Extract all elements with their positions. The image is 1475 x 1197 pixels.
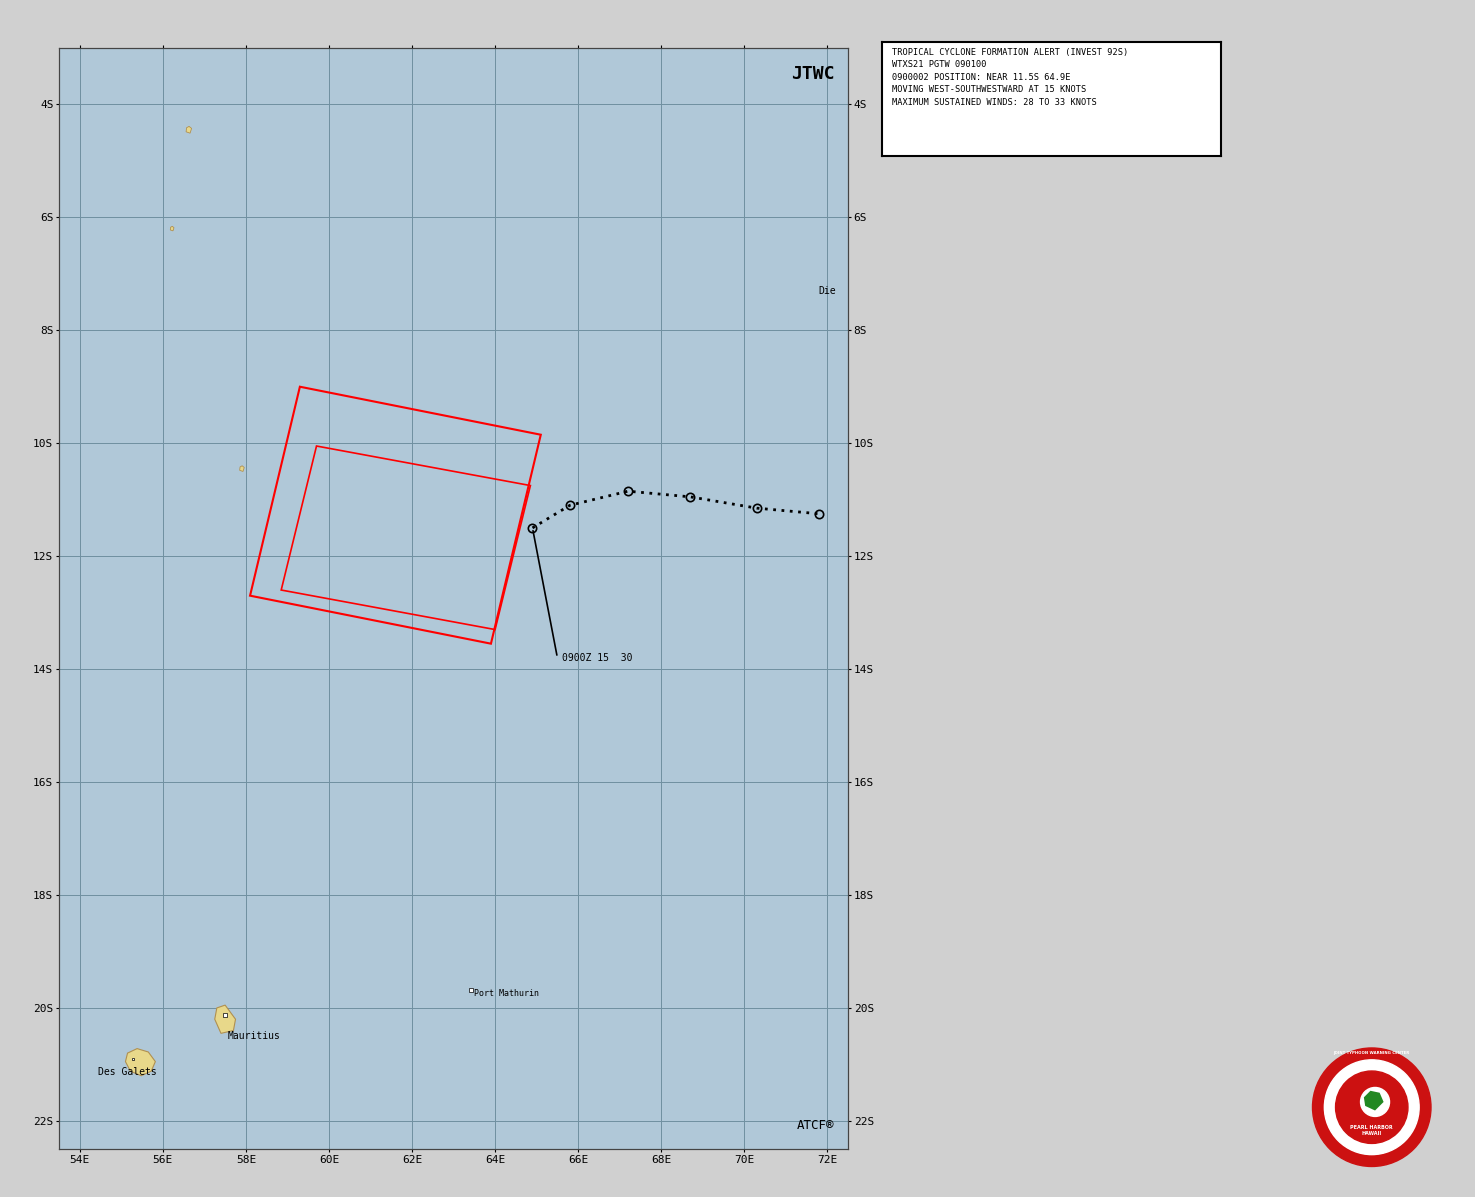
Polygon shape bbox=[215, 1005, 236, 1033]
Text: JTWC: JTWC bbox=[791, 66, 835, 84]
Circle shape bbox=[1335, 1071, 1409, 1143]
Text: Mauritius: Mauritius bbox=[227, 1031, 280, 1041]
Polygon shape bbox=[125, 1049, 155, 1076]
Circle shape bbox=[1360, 1087, 1389, 1117]
Text: ATCF®: ATCF® bbox=[796, 1118, 835, 1131]
Circle shape bbox=[1325, 1059, 1419, 1155]
Polygon shape bbox=[170, 226, 174, 231]
Polygon shape bbox=[186, 127, 192, 133]
Text: Des Galets: Des Galets bbox=[99, 1067, 158, 1076]
Text: 0900Z 15  30: 0900Z 15 30 bbox=[562, 652, 633, 663]
Circle shape bbox=[1313, 1049, 1431, 1166]
Text: PEARL HARBOR
HAWAII: PEARL HARBOR HAWAII bbox=[1351, 1125, 1392, 1136]
Text: Die: Die bbox=[819, 286, 836, 296]
Polygon shape bbox=[239, 466, 245, 472]
Text: JOINT TYPHOON WARNING CENTER: JOINT TYPHOON WARNING CENTER bbox=[1333, 1051, 1410, 1056]
Text: Port Mathurin: Port Mathurin bbox=[475, 989, 540, 997]
Polygon shape bbox=[1364, 1090, 1384, 1111]
Text: TROPICAL CYCLONE FORMATION ALERT (INVEST 92S)
WTXS21 PGTW 090100
0900002 POSITIO: TROPICAL CYCLONE FORMATION ALERT (INVEST… bbox=[892, 48, 1128, 107]
